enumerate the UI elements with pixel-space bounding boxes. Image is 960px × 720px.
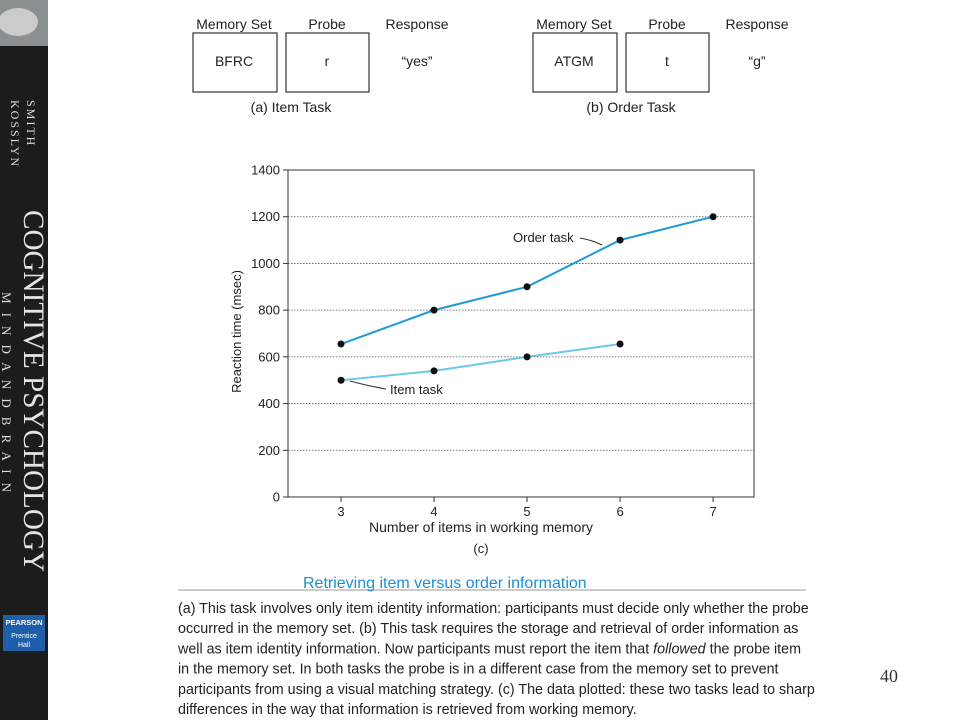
y-axis-label: Reaction time (msec) (229, 270, 244, 393)
publisher-logo (3, 615, 45, 651)
memory-set: BFRC (215, 53, 253, 69)
plot-frame (287, 169, 755, 498)
y-tick-label: 600 (258, 349, 280, 364)
data-point (616, 236, 624, 244)
chart: 0 200 400 600 800 1000 1200 1400 3 4 5 6 7 Number of … (229, 163, 755, 556)
data-point (523, 283, 531, 291)
series-annotation: Order task (513, 230, 574, 245)
caption-text: the probe item (706, 641, 801, 657)
probe: r (325, 53, 330, 69)
data-point (430, 306, 438, 314)
book-title: COGNITIVE PSYCHOLOGY (17, 210, 50, 572)
task-label: (b) Order Task (586, 99, 676, 115)
author: KOSSLYN (8, 100, 22, 168)
data-point (709, 213, 717, 221)
panel-label: (c) (473, 541, 488, 556)
caption-line: participants from using a visual matchin… (178, 682, 815, 698)
column-header: Response (725, 16, 788, 32)
caption-text: well as item identity information. Now p… (177, 641, 653, 657)
x-tick-label: 5 (523, 504, 530, 519)
memory-set-box (532, 32, 618, 93)
y-tick-label: 1200 (251, 209, 280, 224)
column-header: Probe (648, 16, 686, 32)
column-header: Response (385, 16, 448, 32)
y-tick-label: 1400 (251, 163, 280, 178)
data-point (430, 367, 438, 375)
memory-set-box (192, 32, 278, 93)
x-tick-label: 3 (337, 504, 344, 519)
caption-title: Retrieving item versus order information (303, 575, 587, 592)
caption-line: in the memory set. In both tasks the pro… (178, 662, 779, 678)
author: SMITH (24, 100, 38, 147)
publisher-imprint: Hall (18, 642, 31, 649)
annotation-leader (579, 237, 603, 246)
caption: (a) This task involves only item identit… (177, 601, 815, 718)
x-axis-label: Number of items in working memory (369, 519, 593, 535)
caption-emphasis: followed (653, 641, 707, 657)
caption-line: occurred in the memory set. (b) This tas… (178, 621, 798, 637)
page-number: 40 (880, 666, 898, 686)
column-header: Probe (308, 16, 346, 32)
y-tick-label: 0 (273, 490, 280, 505)
probe: t (665, 53, 669, 69)
x-tick-label: 4 (430, 504, 437, 519)
publisher-name: PEARSON (5, 618, 42, 627)
probe-box (285, 32, 370, 93)
y-tick-label: 400 (258, 396, 280, 411)
memory-set: ATGM (554, 53, 593, 69)
column-header: Memory Set (536, 16, 612, 32)
publisher-imprint: Prentice (11, 633, 37, 640)
data-point (337, 376, 345, 384)
data-point (337, 340, 345, 348)
y-tick-label: 1000 (251, 256, 280, 271)
probe-box (625, 32, 710, 93)
book-subtitle: M I N D A N D B R A I N (0, 292, 14, 493)
caption-line: well as item identity information. Now p… (177, 641, 801, 657)
data-point (616, 340, 624, 348)
caption-line: differences in the way that information … (178, 702, 637, 718)
column-header: Memory Set (196, 16, 272, 32)
y-tick-label: 200 (258, 443, 280, 458)
y-tick-label: 800 (258, 303, 280, 318)
task-diagrams: Memory Set Probe Response BFRC r “yes” (a) Ite… (192, 16, 789, 115)
data-point (523, 353, 531, 361)
task-label: (a) Item Task (251, 99, 333, 115)
x-tick-label: 6 (616, 504, 623, 519)
response: “g” (748, 53, 765, 69)
series-line (340, 343, 621, 382)
x-tick-label: 7 (709, 504, 716, 519)
response: “yes” (401, 53, 432, 69)
corner-image-shape (0, 8, 38, 36)
annotation-leader (349, 380, 387, 390)
sidebar (0, 0, 48, 720)
series-annotation: Item task (390, 382, 443, 397)
caption-line: (a) This task involves only item identit… (178, 601, 809, 617)
